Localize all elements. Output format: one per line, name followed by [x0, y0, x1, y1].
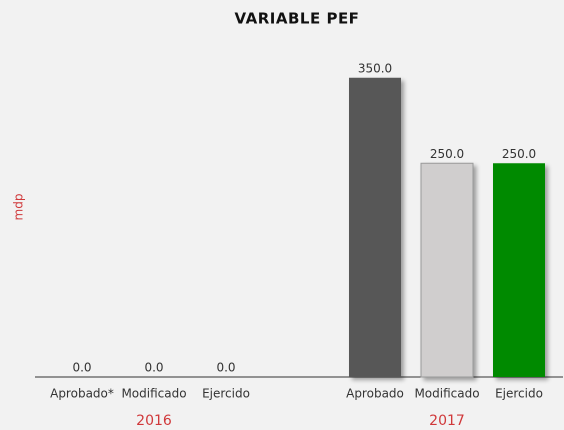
group-label: 2017 — [429, 413, 465, 429]
group-label: 2016 — [136, 413, 172, 429]
bar — [349, 77, 401, 377]
chart-title: VARIABLE PEF — [235, 10, 360, 28]
x-tick-label: Aprobado* — [50, 387, 114, 401]
value-label: 0.0 — [144, 361, 163, 375]
value-label: 250.0 — [502, 147, 536, 161]
x-tick-label: Ejercido — [495, 387, 543, 401]
x-tick-label: Ejercido — [202, 387, 250, 401]
value-label: 350.0 — [358, 61, 392, 75]
bar — [493, 163, 545, 377]
x-tick-label: Modificado — [414, 387, 479, 401]
y-axis-label: mdp — [12, 194, 26, 221]
bar — [420, 162, 474, 378]
x-tick-label: Aprobado — [346, 387, 404, 401]
value-label: 250.0 — [430, 147, 464, 161]
value-label: 0.0 — [216, 361, 235, 375]
x-tick-label: Modificado — [121, 387, 186, 401]
value-label: 0.0 — [72, 361, 91, 375]
